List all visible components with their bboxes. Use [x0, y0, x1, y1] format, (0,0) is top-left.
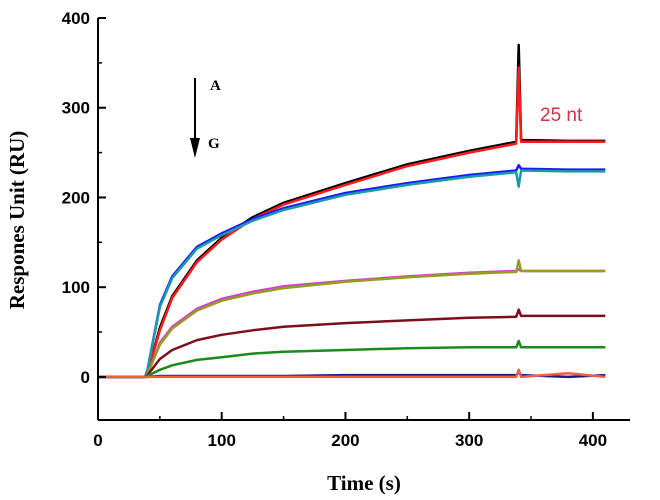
- annotation-bottom-label: G: [208, 136, 220, 152]
- annotation-top-label: A: [210, 78, 221, 94]
- y-tick-label: 400: [62, 9, 90, 28]
- series-line-green: [98, 339, 606, 379]
- direction-arrow-icon: [190, 78, 200, 158]
- series-line-cyan: [98, 169, 606, 379]
- series-line-olive: [98, 259, 606, 379]
- x-tick-label: 0: [93, 431, 102, 450]
- series-line-darkred: [98, 308, 606, 379]
- series-line-red: [98, 66, 606, 379]
- x-tick-label: 400: [579, 431, 607, 450]
- y-tick-label: 0: [81, 368, 90, 387]
- size-annotation-label: 25 nt: [540, 105, 583, 126]
- series-line-orange: [98, 368, 606, 379]
- series-curves: [98, 43, 606, 379]
- y-axis-label: Respones Unit (RU): [5, 131, 29, 310]
- x-tick-label: 300: [455, 431, 483, 450]
- x-tick-label: 200: [331, 431, 359, 450]
- y-tick-label: 100: [62, 278, 90, 297]
- x-axis-label: Time (s): [327, 471, 401, 495]
- y-tick-label: 200: [62, 188, 90, 207]
- axis-ticks: 0 100 200 300 400 0 100 200 300 400: [62, 9, 607, 450]
- y-tick-label: 300: [62, 99, 90, 118]
- x-tick-label: 100: [208, 431, 236, 450]
